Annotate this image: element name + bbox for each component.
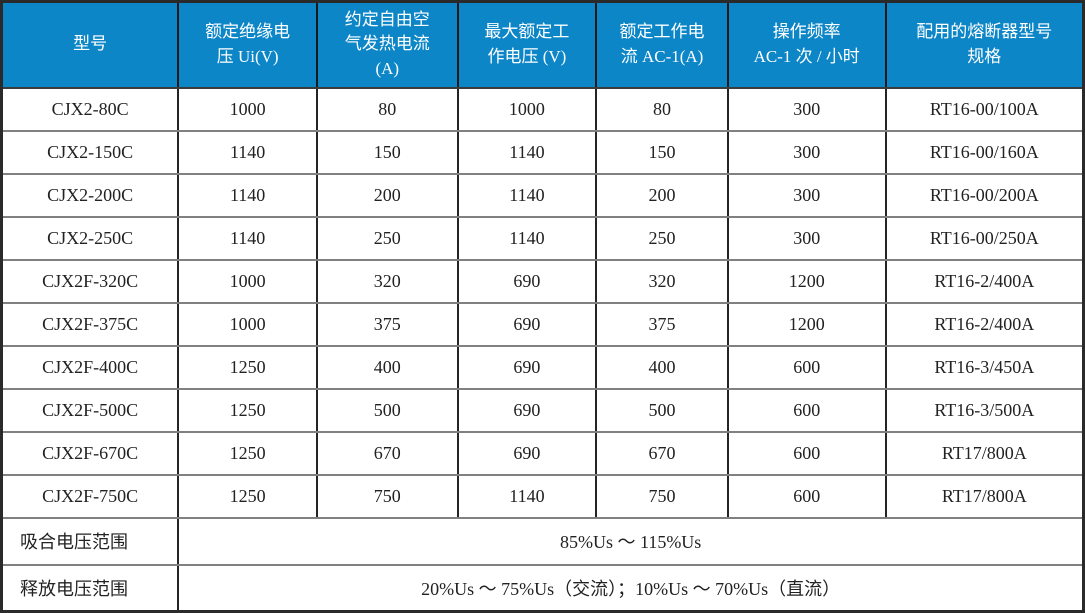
cell-fuse: RT16-00/160A	[884, 129, 1085, 175]
table-row: CJX2F-400C 1250 400 690 400 600 RT16-3/4…	[0, 344, 1085, 390]
cell-model: CJX2-80C	[0, 86, 180, 132]
header-rated-insulation-voltage: 额定绝缘电 压 Ui(V)	[177, 1, 318, 89]
header-max-working-voltage: 最大额定工 作电压 (V)	[456, 1, 598, 89]
table-row: CJX2F-670C 1250 670 690 670 600 RT17/800…	[0, 430, 1085, 476]
cell-model: CJX2F-400C	[0, 344, 180, 390]
cell-ui: 1000	[177, 86, 318, 132]
cell-ith: 320	[315, 258, 459, 304]
table-row: CJX2-150C 1140 150 1140 150 300 RT16-00/…	[0, 129, 1085, 175]
release-voltage-value: 20%Us ～ 75%Us（交流）；10%Us ～ 70%Us（直流）	[177, 563, 1085, 613]
header-free-air-thermal-current: 约定自由空 气发热电流 (A)	[315, 1, 459, 89]
table-row: CJX2-250C 1140 250 1140 250 300 RT16-00/…	[0, 215, 1085, 261]
cell-frequency: 1200	[726, 258, 887, 304]
cell-ue: 690	[456, 301, 598, 347]
cell-ue: 1000	[456, 86, 598, 132]
cell-fuse: RT16-00/100A	[884, 86, 1085, 132]
cell-model: CJX2F-375C	[0, 301, 180, 347]
cell-fuse: RT16-00/250A	[884, 215, 1085, 261]
cell-ith: 670	[315, 430, 459, 476]
cell-ui: 1250	[177, 344, 318, 390]
cell-fuse: RT17/800A	[884, 473, 1085, 519]
cell-ie: 500	[595, 387, 729, 433]
cell-ith: 150	[315, 129, 459, 175]
cell-ie: 320	[595, 258, 729, 304]
cell-ie: 400	[595, 344, 729, 390]
header-model: 型号	[0, 1, 180, 89]
cell-model: CJX2-250C	[0, 215, 180, 261]
cell-ue: 1140	[456, 172, 598, 218]
cell-fuse: RT17/800A	[884, 430, 1085, 476]
cell-fuse: RT16-2/400A	[884, 301, 1085, 347]
table-row: CJX2-80C 1000 80 1000 80 300 RT16-00/100…	[0, 86, 1085, 132]
cell-ue: 690	[456, 258, 598, 304]
cell-ui: 1140	[177, 215, 318, 261]
cell-model: CJX2F-320C	[0, 258, 180, 304]
cell-ue: 690	[456, 387, 598, 433]
cell-frequency: 600	[726, 387, 887, 433]
cell-ui: 1140	[177, 129, 318, 175]
cell-ie: 375	[595, 301, 729, 347]
cell-ui: 1250	[177, 473, 318, 519]
cell-fuse: RT16-3/450A	[884, 344, 1085, 390]
cell-model: CJX2F-500C	[0, 387, 180, 433]
table-row: CJX2-200C 1140 200 1140 200 300 RT16-00/…	[0, 172, 1085, 218]
header-rated-working-current: 额定工作电 流 AC-1(A)	[595, 1, 729, 89]
cell-model: CJX2F-670C	[0, 430, 180, 476]
cell-ui: 1000	[177, 301, 318, 347]
cell-ui: 1140	[177, 172, 318, 218]
cell-frequency: 300	[726, 129, 887, 175]
release-voltage-label: 释放电压范围	[0, 563, 180, 613]
cell-frequency: 300	[726, 172, 887, 218]
cell-fuse: RT16-3/500A	[884, 387, 1085, 433]
cell-fuse: RT16-2/400A	[884, 258, 1085, 304]
cell-model: CJX2-200C	[0, 172, 180, 218]
pickup-voltage-row: 吸合电压范围 85%Us ～ 115%Us	[0, 516, 1085, 566]
cell-model: CJX2F-750C	[0, 473, 180, 519]
cell-ie: 670	[595, 430, 729, 476]
cell-ith: 250	[315, 215, 459, 261]
cell-ie: 150	[595, 129, 729, 175]
cell-ui: 1000	[177, 258, 318, 304]
cell-ith: 500	[315, 387, 459, 433]
table-row: CJX2F-320C 1000 320 690 320 1200 RT16-2/…	[0, 258, 1085, 304]
cell-frequency: 600	[726, 430, 887, 476]
table-row: CJX2F-500C 1250 500 690 500 600 RT16-3/5…	[0, 387, 1085, 433]
cell-ith: 400	[315, 344, 459, 390]
cell-ue: 1140	[456, 473, 598, 519]
cell-ie: 80	[595, 86, 729, 132]
cell-ue: 1140	[456, 129, 598, 175]
cell-ue: 1140	[456, 215, 598, 261]
pickup-voltage-label: 吸合电压范围	[0, 516, 180, 566]
cell-ie: 200	[595, 172, 729, 218]
table-row: CJX2F-750C 1250 750 1140 750 600 RT17/80…	[0, 473, 1085, 519]
table-row: CJX2F-375C 1000 375 690 375 1200 RT16-2/…	[0, 301, 1085, 347]
cell-frequency: 1200	[726, 301, 887, 347]
cell-ue: 690	[456, 344, 598, 390]
release-voltage-row: 释放电压范围 20%Us ～ 75%Us（交流）；10%Us ～ 70%Us（直…	[0, 563, 1085, 613]
cell-ie: 250	[595, 215, 729, 261]
cell-ith: 200	[315, 172, 459, 218]
cell-frequency: 300	[726, 215, 887, 261]
header-row: 型号 额定绝缘电 压 Ui(V) 约定自由空 气发热电流 (A) 最大额定工 作…	[0, 1, 1085, 89]
cell-ue: 690	[456, 430, 598, 476]
cell-ui: 1250	[177, 387, 318, 433]
cell-frequency: 600	[726, 344, 887, 390]
cell-ith: 375	[315, 301, 459, 347]
cell-ith: 80	[315, 86, 459, 132]
header-operating-frequency: 操作频率 AC-1 次 / 小时	[726, 1, 887, 89]
pickup-voltage-value: 85%Us ～ 115%Us	[177, 516, 1085, 566]
cell-frequency: 600	[726, 473, 887, 519]
cell-frequency: 300	[726, 86, 887, 132]
cell-ie: 750	[595, 473, 729, 519]
cell-model: CJX2-150C	[0, 129, 180, 175]
cell-fuse: RT16-00/200A	[884, 172, 1085, 218]
cell-ui: 1250	[177, 430, 318, 476]
header-fuse-spec: 配用的熔断器型号 规格	[884, 1, 1085, 89]
cell-ith: 750	[315, 473, 459, 519]
